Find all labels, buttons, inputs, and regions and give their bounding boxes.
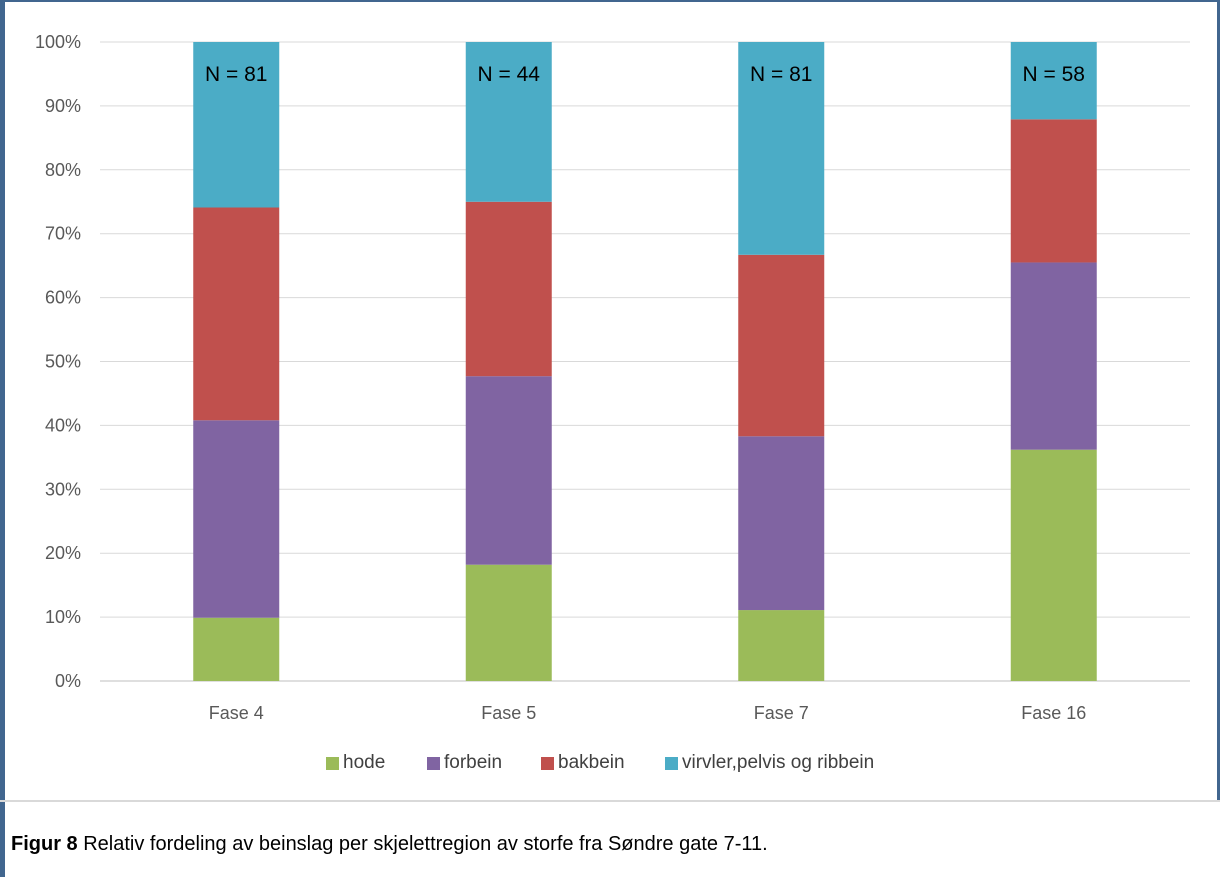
legend-swatch xyxy=(326,756,339,770)
bar-annotation: N = 81 xyxy=(750,63,812,86)
bar-segment-forbein xyxy=(1010,262,1097,450)
y-tick-label: 0% xyxy=(55,671,81,691)
bar-segment-virvler-pelvis-og-ribbein xyxy=(1010,42,1097,120)
y-tick-label: 20% xyxy=(45,543,81,563)
legend-item: bakbein xyxy=(541,752,625,774)
legend-label: hode xyxy=(343,752,386,773)
bar-annotation: N = 58 xyxy=(1023,63,1085,86)
legend-label: bakbein xyxy=(558,752,625,773)
y-tick-label: 100% xyxy=(35,32,81,52)
y-tick-label: 70% xyxy=(45,224,81,244)
stacked-bar-chart: 0% 10% 20% 30% 40% 50% 60% 70% 80% 90% 100% Fase 4 N… xyxy=(35,32,1190,723)
labels-layer: 0% 10% 20% 30% 40% 50% 60% 70% 80% 90% 100% Fase 4 N… xyxy=(35,32,1086,723)
bar-annotation: N = 81 xyxy=(205,63,267,86)
bar-segment-hode xyxy=(738,610,825,681)
bar-segment-hode xyxy=(465,564,552,681)
y-tick-label: 80% xyxy=(45,160,81,180)
legend-swatch xyxy=(427,756,440,770)
y-tick-label: 40% xyxy=(45,415,81,435)
bar-segment-virvler-pelvis-og-ribbein xyxy=(193,42,280,208)
bar-segment-forbein xyxy=(193,420,280,618)
frame-right-border xyxy=(1217,0,1220,802)
frame-top-border xyxy=(0,0,1220,2)
grid-layer xyxy=(100,41,1190,682)
legend-item: forbein xyxy=(427,752,502,774)
legend: hode forbein bakbein virvler,pelvis og ribb… xyxy=(0,752,1220,778)
y-tick-label: 60% xyxy=(45,288,81,308)
bar-segment-virvler-pelvis-og-ribbein xyxy=(465,42,552,202)
bar-segment-virvler-pelvis-og-ribbein xyxy=(738,42,825,255)
bar-segment-forbein xyxy=(465,376,552,565)
caption-text: Relativ fordeling av beinslag per skjele… xyxy=(77,833,768,855)
y-tick-label: 30% xyxy=(45,479,81,499)
legend-swatch xyxy=(665,756,678,770)
bars-layer xyxy=(193,42,1097,681)
y-tick-label: 90% xyxy=(45,96,81,116)
legend-label: virvler,pelvis og ribbein xyxy=(682,752,875,773)
legend-label: forbein xyxy=(444,752,503,773)
x-tick-label: Fase 16 xyxy=(1021,703,1086,723)
bar-segment-forbein xyxy=(738,436,825,611)
legend-item: virvler,pelvis og ribbein xyxy=(665,752,874,774)
caption-label: Figur 8 xyxy=(11,833,78,855)
bar-segment-hode xyxy=(193,617,280,681)
x-tick-label: Fase 4 xyxy=(209,703,264,723)
y-tick-label: 50% xyxy=(45,352,81,372)
legend-item: hode xyxy=(326,752,385,774)
frame-left-border xyxy=(0,0,5,877)
bar-segment-bakbein xyxy=(193,207,280,421)
bar-segment-hode xyxy=(1010,449,1097,681)
legend-swatch xyxy=(541,756,554,770)
x-tick-label: Fase 5 xyxy=(481,703,536,723)
frame-divider xyxy=(0,800,1220,802)
figure-caption: Figur 8 Relativ fordeling av beinslag pe… xyxy=(11,833,768,856)
y-tick-label: 10% xyxy=(45,607,81,627)
bar-segment-bakbein xyxy=(465,201,552,377)
bar-segment-bakbein xyxy=(1010,119,1097,263)
x-tick-label: Fase 7 xyxy=(754,703,809,723)
bar-segment-bakbein xyxy=(738,254,825,437)
bar-annotation: N = 44 xyxy=(478,63,541,86)
